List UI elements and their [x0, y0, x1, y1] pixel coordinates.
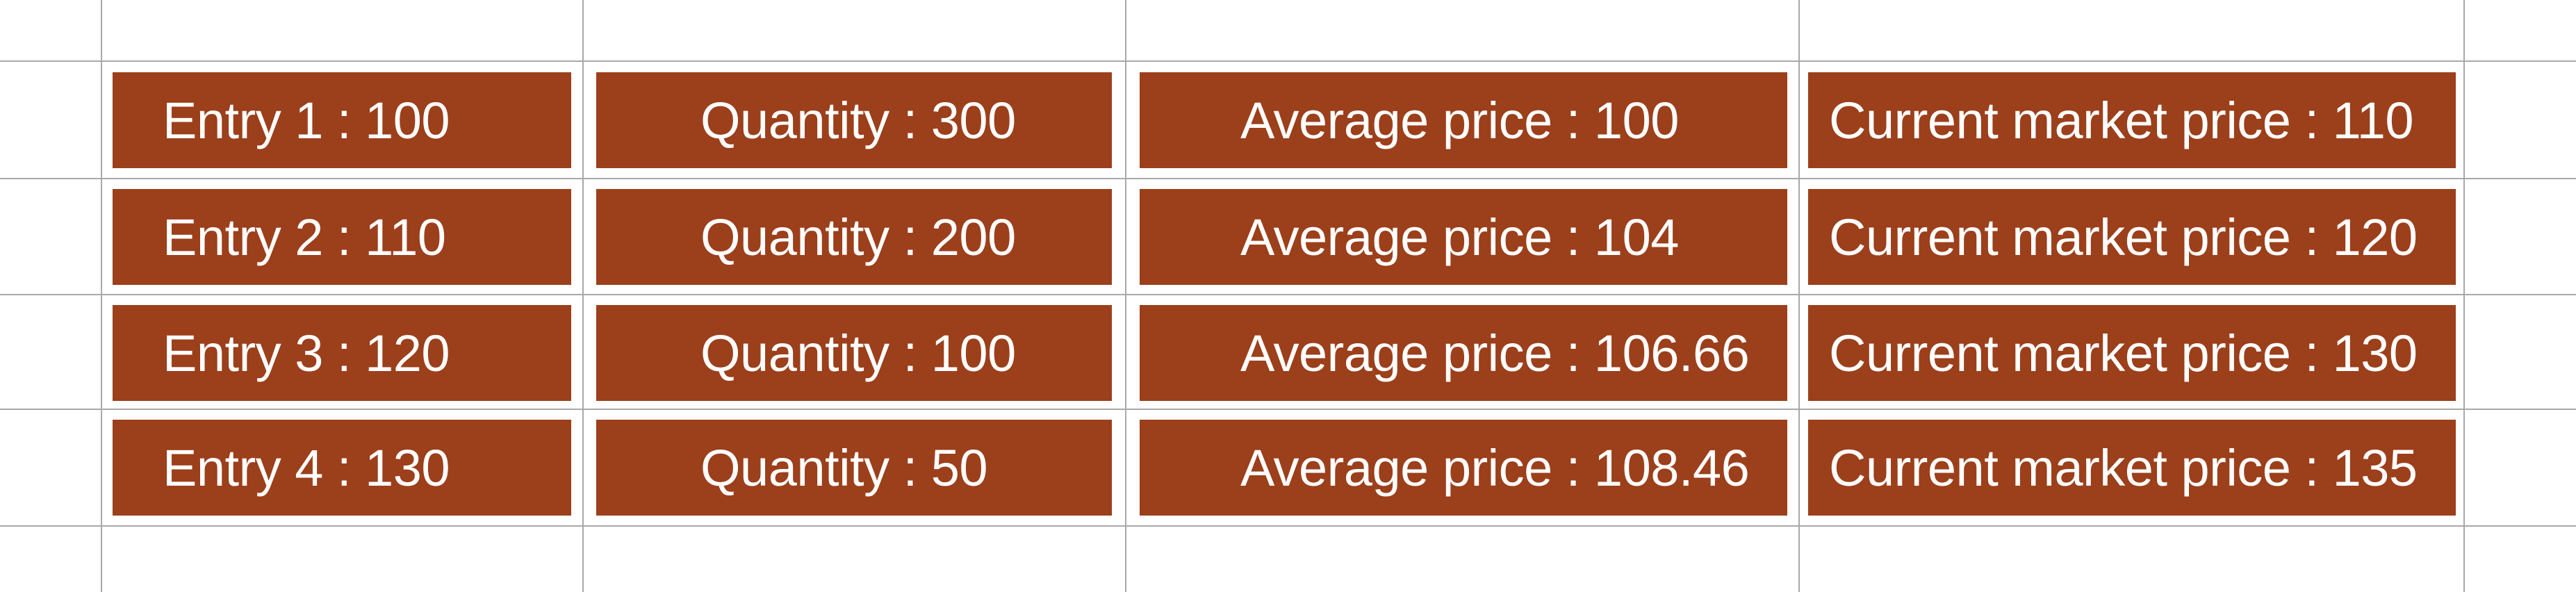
- grid-row-line-2: [0, 178, 2576, 179]
- grid-column-line-3: [1125, 0, 1126, 592]
- entry-cell[interactable]: Entry 1 : 100: [113, 72, 571, 168]
- grid-column-line-2: [582, 0, 584, 592]
- entry-cell[interactable]: Entry 4 : 130: [113, 420, 571, 516]
- grid-column-line-5: [2463, 0, 2465, 592]
- entry-cell[interactable]: Entry 2 : 110: [113, 189, 571, 285]
- quantity-cell[interactable]: Quantity : 50: [596, 420, 1112, 516]
- average-price-cell[interactable]: Average price : 100: [1140, 72, 1787, 168]
- quantity-cell[interactable]: Quantity : 300: [596, 72, 1112, 168]
- grid-row-line-4: [0, 409, 2576, 410]
- grid-row-line-3: [0, 294, 2576, 295]
- quantity-cell[interactable]: Quantity : 200: [596, 189, 1112, 285]
- quantity-cell[interactable]: Quantity : 100: [596, 305, 1112, 401]
- average-price-cell[interactable]: Average price : 108.46: [1140, 420, 1787, 516]
- entry-cell[interactable]: Entry 3 : 120: [113, 305, 571, 401]
- current-market-price-cell[interactable]: Current market price : 130: [1808, 305, 2456, 401]
- average-price-cell[interactable]: Average price : 106.66: [1140, 305, 1787, 401]
- grid-row-line-5: [0, 525, 2576, 527]
- current-market-price-cell[interactable]: Current market price : 135: [1808, 420, 2456, 516]
- current-market-price-cell[interactable]: Current market price : 120: [1808, 189, 2456, 285]
- current-market-price-cell[interactable]: Current market price : 110: [1808, 72, 2456, 168]
- average-price-cell[interactable]: Average price : 104: [1140, 189, 1787, 285]
- grid-row-line-1: [0, 60, 2576, 62]
- grid-column-line-1: [101, 0, 102, 592]
- grid-column-line-4: [1798, 0, 1800, 592]
